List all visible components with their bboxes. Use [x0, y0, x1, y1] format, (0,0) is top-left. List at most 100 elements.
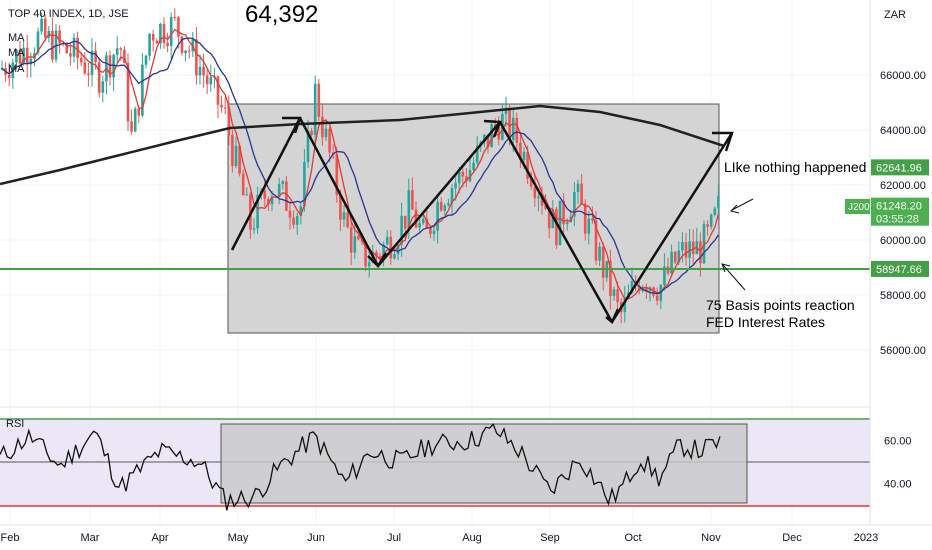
- candle: [245, 187, 249, 196]
- candle: [310, 127, 313, 137]
- candle: [573, 182, 576, 226]
- candle: [418, 218, 421, 232]
- candle: [612, 286, 616, 301]
- time-label: Mar: [81, 532, 100, 544]
- price-tick-label: 64000.00: [880, 125, 926, 137]
- candle: [432, 227, 436, 241]
- price-tick-label: 66000.00: [880, 70, 926, 82]
- candle: [465, 167, 468, 188]
- candle: [529, 171, 533, 191]
- candle: [443, 203, 447, 216]
- time-label: Dec: [782, 532, 802, 544]
- candle: [295, 212, 299, 235]
- range-box[interactable]: [227, 103, 720, 334]
- candle: [670, 244, 673, 277]
- rsi-pane[interactable]: RSI: [0, 418, 870, 511]
- rsi-range-box[interactable]: [220, 423, 748, 504]
- candle: [436, 194, 439, 244]
- candle: [69, 43, 72, 66]
- candle: [144, 54, 148, 69]
- candle: [195, 26, 198, 85]
- candle: [223, 96, 227, 115]
- ma-value-badge[interactable]: [871, 159, 929, 176]
- zigzag-drawing[interactable]: [230, 116, 734, 324]
- price-axis[interactable]: ZAR 66000.00 64000.00 62000.00 60000.00 5800…: [869, 0, 932, 525]
- candle: [637, 281, 641, 295]
- ticker-tag[interactable]: [845, 199, 870, 214]
- annotation-arrowhead-bottom: [721, 263, 731, 273]
- time-label: Jul: [387, 532, 401, 544]
- candle: [87, 62, 90, 87]
- candle: [97, 57, 101, 98]
- candle: [231, 130, 234, 173]
- last-price-badge-countdown: 03:55:28: [876, 214, 919, 226]
- candle: [130, 109, 133, 135]
- candle: [576, 179, 580, 205]
- candle: [25, 34, 29, 78]
- candle: [18, 40, 22, 66]
- ma-legend-3[interactable]: MA: [8, 63, 25, 75]
- candle: [317, 78, 321, 122]
- candle: [411, 177, 414, 210]
- ma-mid-line: [1, 37, 719, 295]
- annotation-arrowhead-top: [730, 204, 740, 214]
- candle: [616, 281, 619, 314]
- ticker-tag-label: J200: [848, 202, 870, 213]
- candle: [256, 186, 259, 234]
- candle: [277, 177, 281, 205]
- candle: [83, 52, 87, 76]
- candle: [281, 179, 285, 190]
- annotation-arrow-bottom: [722, 264, 746, 291]
- annotation-fed-rates: FED Interest Rates: [706, 314, 825, 330]
- candle: [220, 95, 223, 113]
- candle: [184, 50, 187, 62]
- candle: [717, 184, 720, 220]
- candle: [328, 126, 331, 163]
- candle: [562, 193, 565, 233]
- price-tick-label: 58000.00: [880, 290, 926, 302]
- time-axis[interactable]: Feb Mar Apr May Jun Jul Aug Sep Oct Nov Dec 2023: [0, 524, 932, 550]
- time-label: Sep: [540, 532, 560, 544]
- candle: [90, 38, 94, 87]
- candle: [43, 14, 47, 40]
- candle: [389, 230, 393, 265]
- annotation-like-nothing-happened: LIke nothing happened: [724, 159, 866, 175]
- candle: [357, 230, 360, 241]
- last-price-badge-text: 61248.20: [876, 201, 922, 213]
- candle: [598, 242, 601, 267]
- candle: [594, 211, 598, 265]
- candle: [400, 202, 403, 257]
- candle: [533, 173, 537, 207]
- candle: [101, 75, 105, 103]
- candle: [475, 136, 479, 166]
- symbol-title[interactable]: TOP 40 INDEX, 1D, JSE: [8, 8, 129, 20]
- last-price-badge[interactable]: [871, 197, 929, 226]
- annotation-basis-points: 75 Basis points reaction: [706, 297, 855, 313]
- support-level-badge[interactable]: [871, 260, 929, 277]
- candle: [688, 228, 691, 268]
- candle: [123, 46, 126, 64]
- candle: [601, 242, 605, 291]
- candle: [51, 18, 54, 63]
- time-label: Oct: [624, 532, 641, 544]
- ma-legend-1[interactable]: MA: [8, 32, 25, 44]
- candle: [270, 190, 274, 212]
- candle: [187, 45, 191, 59]
- candle: [555, 206, 558, 250]
- candle: [709, 213, 713, 230]
- candle: [702, 220, 706, 265]
- ma-legend-2[interactable]: MA: [8, 47, 25, 59]
- candle: [155, 38, 159, 44]
- ma-value-badge-text: 62641.96: [876, 162, 922, 174]
- candle: [288, 200, 292, 230]
- candle: [108, 50, 112, 86]
- price-tick-label: 62000.00: [880, 180, 926, 192]
- candle: [173, 8, 177, 21]
- rsi-tick-label: 60.00: [884, 436, 912, 448]
- candle: [148, 33, 151, 61]
- candle: [202, 53, 205, 88]
- time-label: Aug: [462, 532, 482, 544]
- candle: [439, 196, 443, 212]
- ma-slow-line: [0, 104, 725, 186]
